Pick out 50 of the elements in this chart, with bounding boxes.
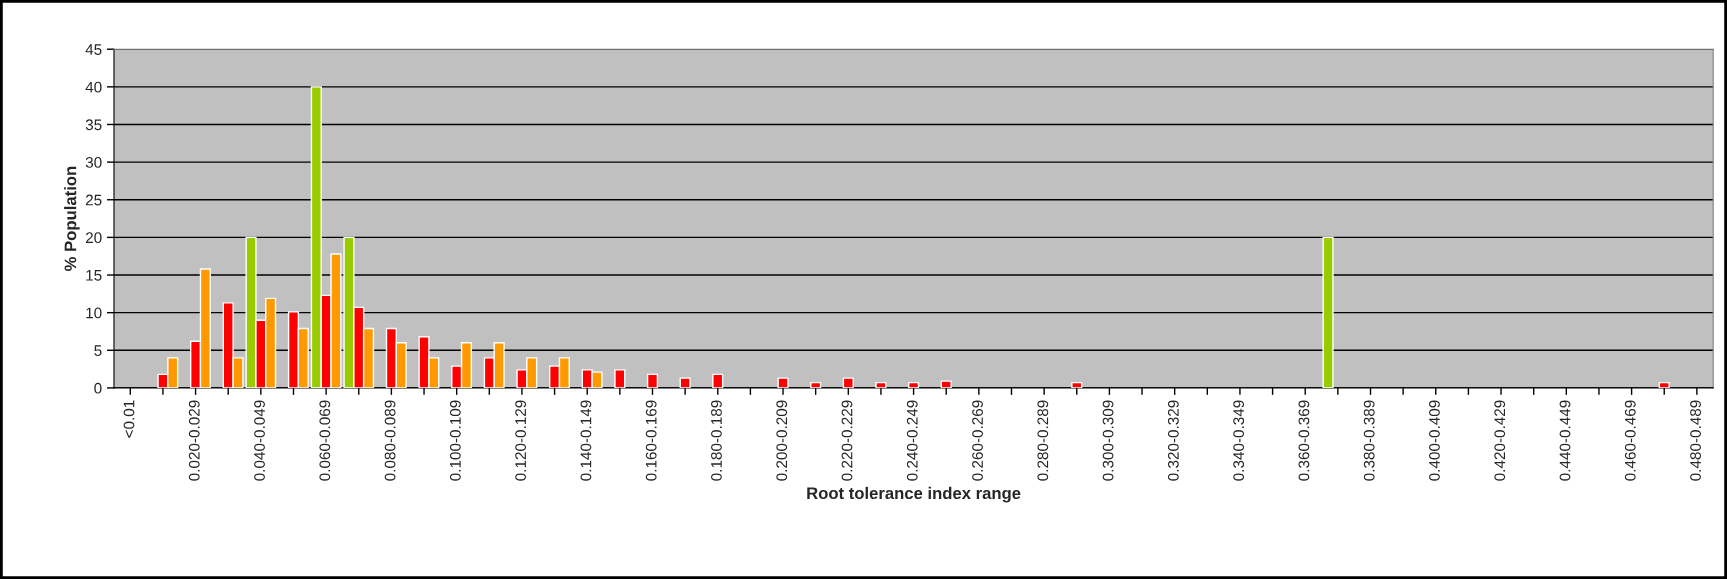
x-axis-title: Root tolerance index range — [807, 486, 1021, 503]
x-tick-label: 0.420-0.429 — [1494, 400, 1506, 481]
x-tick-label: 0.100-0.109 — [449, 400, 461, 481]
bar — [875, 381, 887, 388]
x-tick-label: 0.080-0.089 — [384, 400, 396, 481]
x-tick-label: 0.340-0.349 — [1233, 400, 1245, 481]
x-tick-label: 0.260-0.269 — [972, 400, 983, 481]
x-tick-label: 0.140-0.149 — [580, 400, 592, 481]
bar — [810, 381, 822, 388]
x-tick-label: 0.300-0.309 — [1102, 400, 1114, 481]
x-tick-label: 0.460-0.469 — [1624, 400, 1636, 481]
x-tick-label: 0.480-0.489 — [1690, 400, 1701, 481]
bar — [842, 377, 854, 388]
x-tick-label: 0.160-0.169 — [645, 400, 657, 481]
x-tick-label: 0.200-0.209 — [776, 400, 788, 481]
x-tick-label: 0.360-0.369 — [1298, 400, 1310, 481]
x-tick-label: 0.440-0.449 — [1559, 400, 1571, 481]
x-tick-label: 0.280-0.289 — [1037, 400, 1049, 481]
x-tick-label: 0.220-0.229 — [841, 400, 853, 481]
bar — [1658, 381, 1670, 388]
x-tick-label: <0.01 — [123, 400, 135, 438]
y-tick-label: 30 — [85, 156, 102, 168]
x-tick-label: 0.060-0.069 — [319, 400, 331, 481]
x-tick-label: 0.400-0.409 — [1429, 400, 1440, 481]
y-tick-label: 20 — [85, 232, 102, 244]
bar — [646, 373, 659, 388]
bar — [777, 377, 789, 388]
y-tick-label: 15 — [86, 270, 102, 281]
y-tick-label: 0 — [94, 382, 102, 394]
x-tick-label: 0.020-0.029 — [188, 400, 200, 481]
x-tick-label: 0.320-0.329 — [1167, 400, 1179, 481]
x-tick-label: 0.180-0.189 — [711, 400, 722, 481]
y-tick-label: 25 — [85, 194, 102, 206]
bar — [1322, 236, 1334, 388]
x-tick-label: 0.040-0.049 — [254, 400, 265, 481]
y-tick-label: 45 — [85, 44, 102, 55]
bar — [907, 381, 920, 388]
bar — [712, 373, 724, 388]
bar — [614, 369, 626, 388]
x-tick-label: 0.240-0.249 — [906, 400, 918, 481]
y-tick-label: 35 — [85, 119, 102, 131]
y-axis-title: % Population — [64, 166, 80, 271]
x-tick-label: 0.120-0.129 — [515, 400, 527, 481]
y-tick-label: 10 — [86, 307, 102, 319]
bar — [679, 377, 691, 388]
bar — [1071, 381, 1083, 388]
y-tick-label: 40 — [85, 81, 102, 93]
y-tick-label: 5 — [94, 345, 102, 356]
x-tick-label: 0.380-0.389 — [1363, 400, 1375, 481]
bar — [940, 380, 952, 388]
